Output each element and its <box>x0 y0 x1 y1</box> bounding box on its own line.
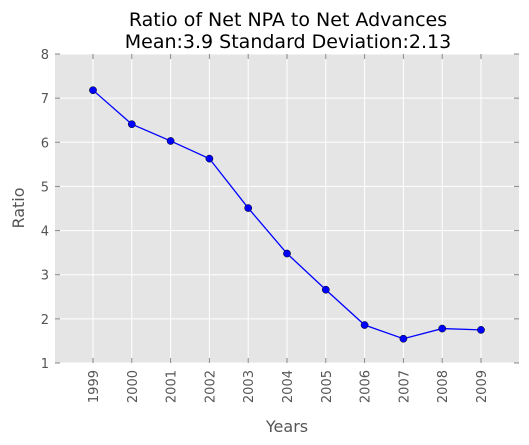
data-point <box>127 120 136 129</box>
series-line-group <box>89 86 485 343</box>
x-tick-label: 2006 <box>359 370 374 403</box>
x-tick-label: 2001 <box>165 370 180 403</box>
x-tick-label: 1999 <box>87 370 102 403</box>
data-point <box>477 326 485 334</box>
x-axis-label: Years <box>265 417 308 436</box>
data-point <box>399 334 408 343</box>
y-tick-label: 5 <box>41 180 49 195</box>
x-tick-label: 2005 <box>320 370 335 403</box>
x-tick-label: 2004 <box>281 370 296 403</box>
x-axis-ticks: 1999 2000 2001 2002 2003 2004 2005 2006 2007 2008… <box>87 54 490 403</box>
y-tick-label: 6 <box>41 136 49 151</box>
grid-lines <box>55 53 519 364</box>
chart-subtitle: Mean:3.9 Standard Deviation:2.13 <box>125 31 452 53</box>
x-tick-label: 2000 <box>126 370 141 403</box>
data-point <box>360 321 369 329</box>
y-tick-label: 1 <box>41 357 49 372</box>
x-tick-label: 2007 <box>397 370 412 403</box>
y-tick-label: 2 <box>41 313 49 328</box>
data-point <box>166 137 175 145</box>
y-tick-label: 4 <box>41 225 49 240</box>
data-point <box>321 285 330 294</box>
y-axis-label: Ratio <box>9 187 28 228</box>
y-tick-label: 8 <box>41 48 49 63</box>
y-tick-label: 7 <box>41 92 49 107</box>
data-point <box>244 204 253 212</box>
x-tick-label: 2003 <box>242 370 257 403</box>
x-tick-label: 2002 <box>203 370 218 403</box>
chart-title: Ratio of Net NPA to Net Advances <box>129 9 447 31</box>
y-tick-label: 3 <box>41 269 49 284</box>
data-point <box>438 324 447 333</box>
y-axis-ticks: 1 2 3 4 5 6 7 8 <box>41 48 519 372</box>
data-point <box>205 154 214 163</box>
x-tick-label: 2008 <box>436 370 451 403</box>
data-point <box>283 249 291 258</box>
data-point <box>89 86 97 95</box>
x-tick-label: 2009 <box>475 370 490 403</box>
